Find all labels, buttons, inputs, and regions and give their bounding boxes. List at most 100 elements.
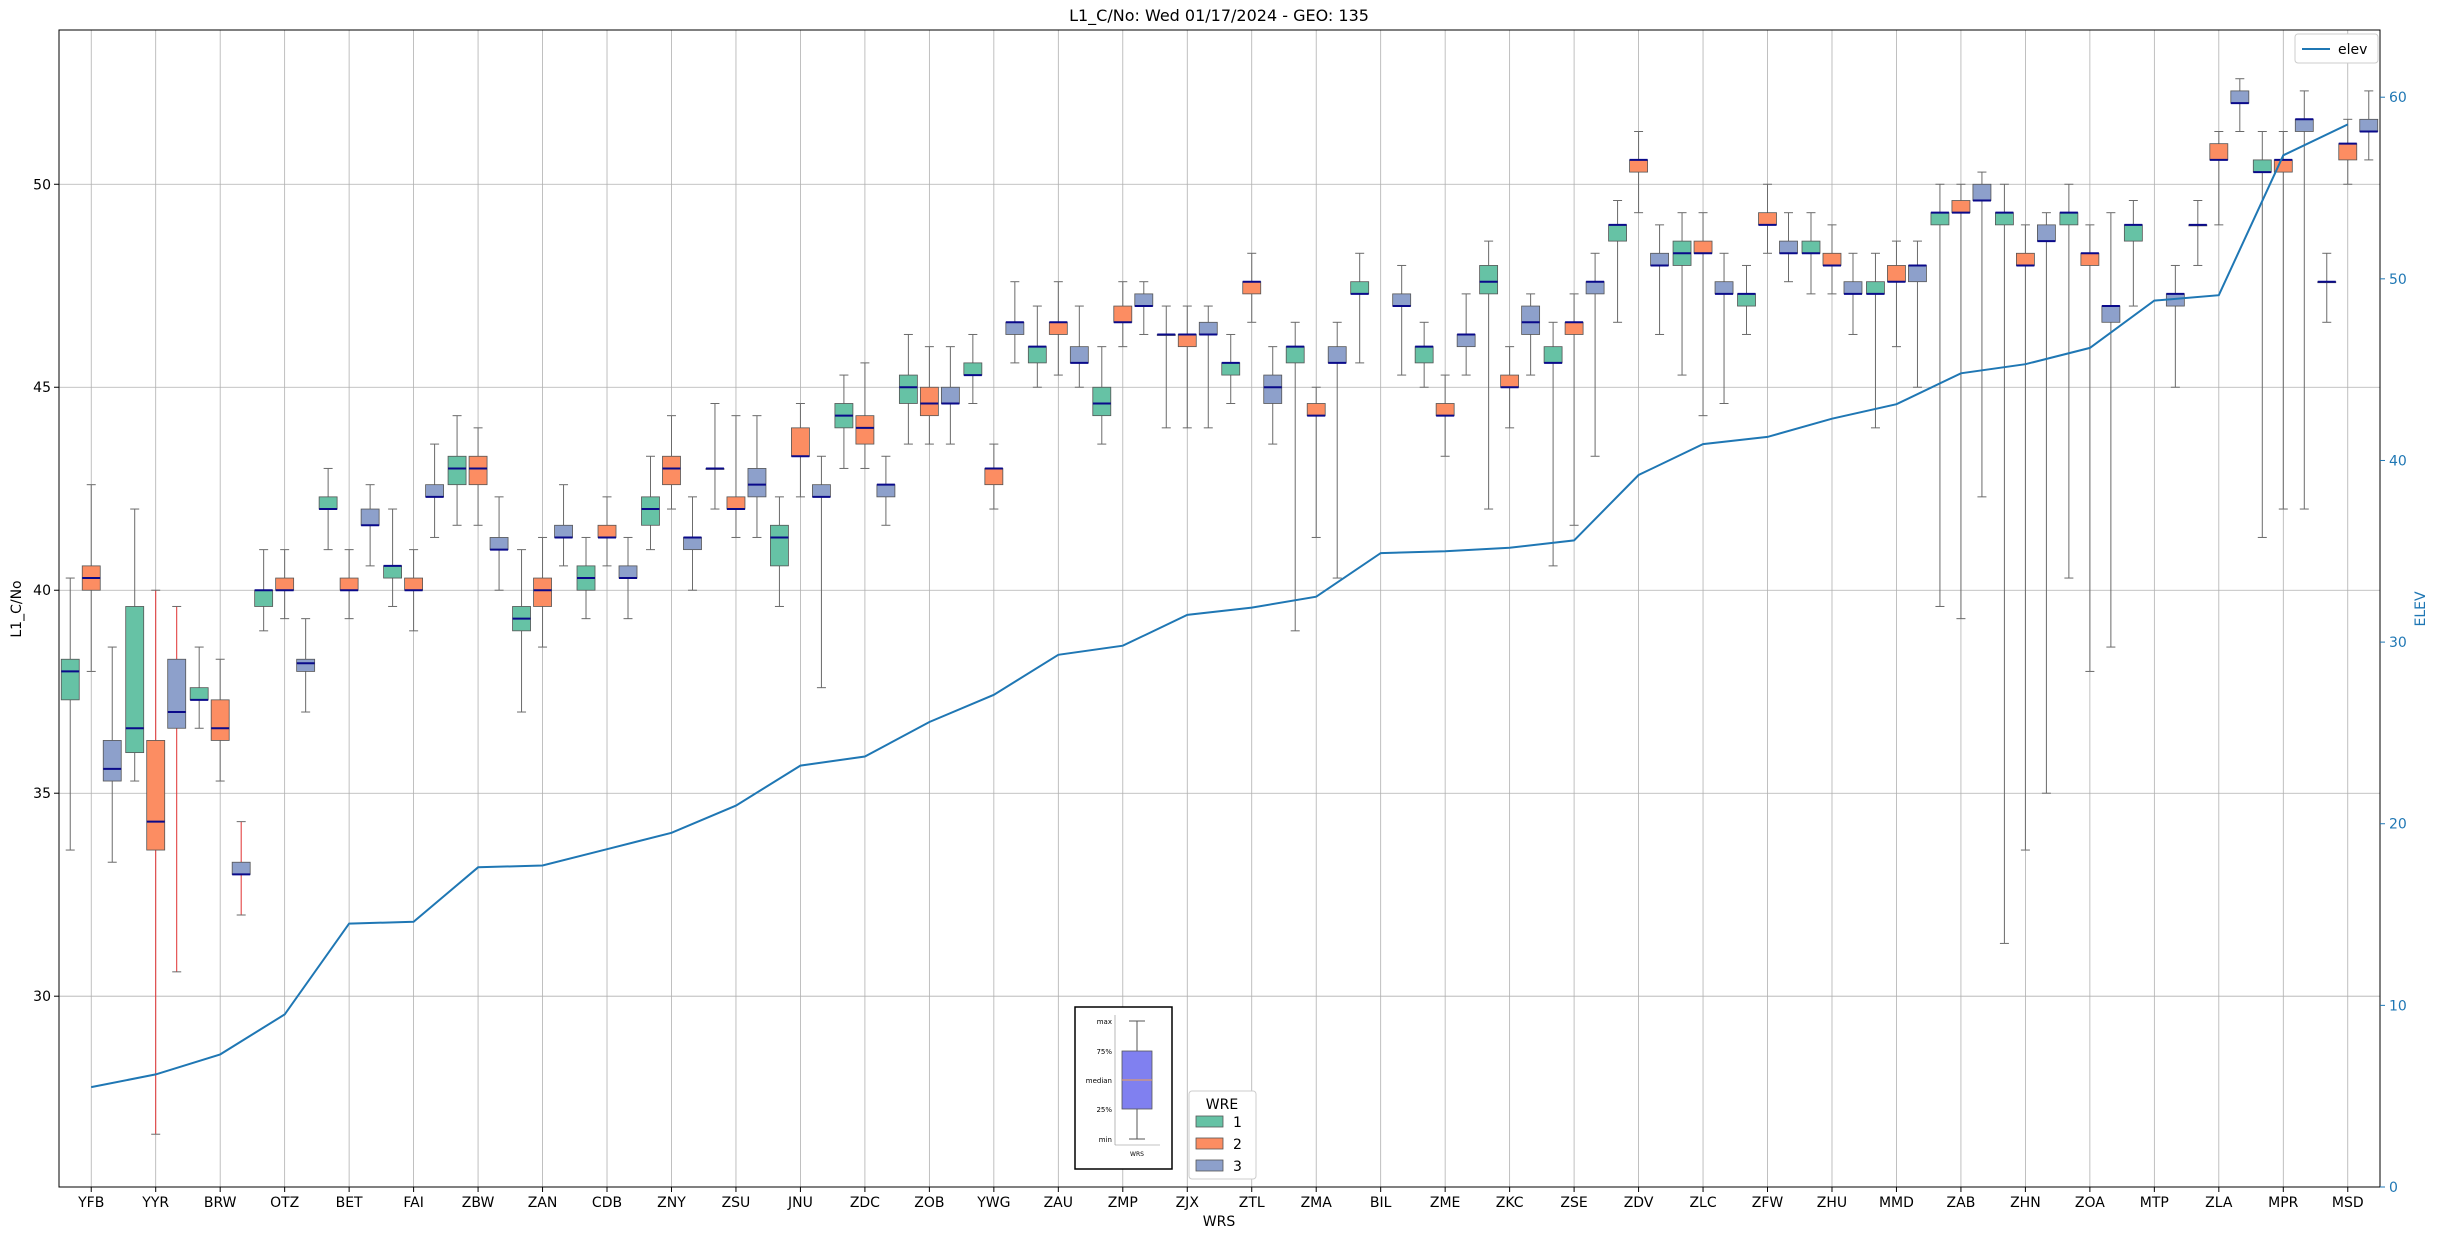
box-zau-wre1-iqr-box bbox=[1027, 346, 1047, 364]
box-zhn-wre1 bbox=[1995, 183, 2014, 944]
box-zla-wre2-iqr-box bbox=[2209, 143, 2229, 161]
box-zfw-wre1-iqr-box bbox=[1737, 293, 1756, 307]
box-zkc-wre3-iqr-box bbox=[1521, 305, 1541, 335]
box-zdv-wre2-iqr-box bbox=[1629, 159, 1648, 173]
box-key-label-q1: 25% bbox=[1096, 1106, 1112, 1114]
box-ztl-wre2 bbox=[1242, 252, 1262, 323]
box-zsu-wre1 bbox=[705, 402, 725, 510]
box-mpr-wre3-iqr-box bbox=[2294, 118, 2314, 132]
box-zny-wre3 bbox=[683, 496, 702, 591]
x-tick-label-zme: ZME bbox=[1430, 1195, 1461, 1211]
box-zlc-wre3 bbox=[1714, 252, 1734, 404]
box-zfw-wre2 bbox=[1758, 183, 1777, 254]
x-tick-label-zse: ZSE bbox=[1560, 1195, 1587, 1211]
x-tick-label-zan: ZAN bbox=[528, 1195, 558, 1211]
x-tick-label-zab: ZAB bbox=[1947, 1195, 1976, 1211]
box-zny-wre1 bbox=[641, 455, 660, 551]
y2-axis-label: ELEV bbox=[2413, 591, 2429, 626]
box-zhu-wre3-iqr-box bbox=[1843, 281, 1863, 295]
box-cdb-wre2-iqr-box bbox=[597, 524, 617, 538]
box-ywg-wre1-iqr-box bbox=[963, 362, 983, 376]
box-ywg-wre3-iqr-box bbox=[1005, 321, 1025, 335]
y2-tick-label-10: 10 bbox=[2389, 998, 2407, 1014]
box-zla-wre3 bbox=[2230, 78, 2250, 132]
x-tick-label-zny: ZNY bbox=[657, 1195, 686, 1211]
box-msd-wre1 bbox=[2317, 252, 2337, 323]
box-fai-wre1 bbox=[383, 508, 402, 607]
box-msd-wre3-iqr-box bbox=[2359, 118, 2379, 132]
box-mpr-wre1 bbox=[2252, 130, 2272, 538]
box-yfb-wre3-iqr-box bbox=[102, 740, 122, 782]
box-zbw-wre3 bbox=[489, 496, 509, 591]
box-zny-wre2 bbox=[662, 415, 681, 510]
box-zmp-wre3-iqr-box bbox=[1134, 293, 1154, 307]
box-zhu-wre2 bbox=[1822, 224, 1842, 295]
box-cdb-wre1 bbox=[576, 536, 596, 620]
box-zla-wre1 bbox=[2188, 200, 2208, 266]
box-zhn-wre2-iqr-box bbox=[2016, 252, 2035, 266]
box-zhu-wre2-iqr-box bbox=[1822, 252, 1842, 266]
box-zjx-wre3-iqr-box bbox=[1198, 321, 1218, 335]
box-mtp-wre1 bbox=[2123, 200, 2143, 307]
x-tick-label-zmp: ZMP bbox=[1108, 1195, 1138, 1211]
box-zan-wre3-iqr-box bbox=[554, 524, 573, 538]
box-zhn-wre3 bbox=[2037, 212, 2056, 794]
box-msd-wre2-iqr-box bbox=[2338, 143, 2358, 161]
y2-tick-label-40: 40 bbox=[2389, 453, 2407, 469]
box-zjx-wre1 bbox=[1156, 305, 1176, 429]
x-tick-label-zfw: ZFW bbox=[1752, 1195, 1784, 1211]
box-otz-wre1-iqr-box bbox=[254, 589, 274, 607]
axis-layer: YFB YYR BRW OTZ BET FAI ZBW ZAN CDB ZNY ZSU JNU ZDC Z… bbox=[33, 90, 2407, 1211]
box-zmp-wre3 bbox=[1134, 281, 1154, 335]
box-zjx-wre2-iqr-box bbox=[1177, 334, 1197, 348]
box-bet-wre2 bbox=[339, 549, 359, 620]
box-zdv-wre1 bbox=[1608, 200, 1627, 323]
box-bet-wre1-iqr-box bbox=[318, 496, 338, 510]
box-zoa-wre3 bbox=[2101, 212, 2121, 648]
box-zsu-wre2-iqr-box bbox=[726, 496, 746, 510]
box-zme-wre3 bbox=[1456, 293, 1476, 376]
box-zdc-wre3-iqr-box bbox=[876, 484, 896, 498]
box-fai-wre3 bbox=[425, 443, 444, 538]
box-zab-wre2 bbox=[1951, 183, 1971, 620]
box-zfw-wre2-iqr-box bbox=[1758, 212, 1777, 226]
box-mpr-wre1-iqr-box bbox=[2252, 159, 2272, 173]
wre-legend-swatch-1 bbox=[1195, 1115, 1224, 1128]
y-tick-label-40: 40 bbox=[33, 583, 51, 599]
box-fai-wre2-iqr-box bbox=[404, 577, 423, 591]
box-fai-wre1-iqr-box bbox=[383, 565, 402, 579]
box-fai-wre2 bbox=[404, 549, 423, 632]
x-tick-label-ywg: YWG bbox=[976, 1195, 1010, 1211]
box-brw-wre3 bbox=[231, 821, 251, 916]
x-tick-label-zdc: ZDC bbox=[850, 1195, 880, 1211]
elev-legend-frame bbox=[2294, 33, 2379, 64]
box-zma-wre1 bbox=[1285, 321, 1305, 632]
box-zab-wre1-iqr-box bbox=[1930, 212, 1950, 226]
x-tick-label-yyr: YYR bbox=[141, 1195, 169, 1211]
box-key-xlabel: WRS bbox=[1130, 1151, 1144, 1158]
box-jnu-wre3 bbox=[812, 455, 831, 689]
x-tick-label-zbw: ZBW bbox=[462, 1195, 495, 1211]
box-zlc-wre3-iqr-box bbox=[1714, 281, 1734, 295]
box-yyr-wre3 bbox=[167, 605, 187, 973]
box-zkc-wre1-iqr-box bbox=[1479, 265, 1499, 295]
elev-line bbox=[91, 123, 2349, 1089]
x-tick-label-mtp: MTP bbox=[2140, 1195, 2169, 1211]
box-bet-wre1 bbox=[318, 467, 338, 551]
wre-legend-label-2: 2 bbox=[1233, 1137, 1242, 1153]
box-zse-wre1 bbox=[1543, 321, 1563, 567]
box-yyr-wre2-iqr-box bbox=[146, 740, 166, 851]
box-ztl-wre1-iqr-box bbox=[1221, 362, 1241, 376]
box-zbw-wre2 bbox=[468, 427, 488, 526]
elev-legend-label: elev bbox=[2338, 42, 2367, 58]
box-yyr-wre2 bbox=[146, 589, 166, 1135]
box-zla-wre3-iqr-box bbox=[2230, 90, 2250, 104]
box-otz-wre2 bbox=[275, 549, 295, 620]
box-zme-wre2 bbox=[1435, 374, 1455, 457]
box-zob-wre3-iqr-box bbox=[940, 386, 960, 404]
box-zny-wre2-iqr-box bbox=[662, 455, 681, 486]
y2-tick-label-60: 60 bbox=[2389, 90, 2407, 106]
box-ywg-wre2 bbox=[984, 443, 1004, 510]
x-tick-label-zla: ZLA bbox=[2205, 1195, 2233, 1211]
x-tick-label-otz: OTZ bbox=[270, 1195, 299, 1211]
